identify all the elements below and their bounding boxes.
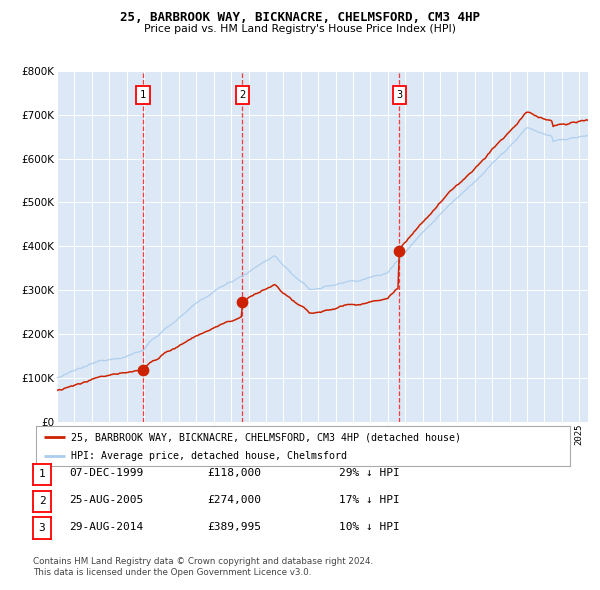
Text: £389,995: £389,995 — [207, 522, 261, 532]
Text: 29% ↓ HPI: 29% ↓ HPI — [339, 468, 400, 478]
Text: 10% ↓ HPI: 10% ↓ HPI — [339, 522, 400, 532]
Text: 3: 3 — [396, 90, 403, 100]
Text: 07-DEC-1999: 07-DEC-1999 — [69, 468, 143, 478]
Point — [394, 246, 404, 255]
Text: 2: 2 — [239, 90, 245, 100]
Text: 25, BARBROOK WAY, BICKNACRE, CHELMSFORD, CM3 4HP: 25, BARBROOK WAY, BICKNACRE, CHELMSFORD,… — [120, 11, 480, 24]
Text: This data is licensed under the Open Government Licence v3.0.: This data is licensed under the Open Gov… — [33, 568, 311, 577]
Text: 1: 1 — [140, 90, 146, 100]
Text: 2: 2 — [38, 497, 46, 506]
Text: HPI: Average price, detached house, Chelmsford: HPI: Average price, detached house, Chel… — [71, 451, 347, 461]
Text: 25-AUG-2005: 25-AUG-2005 — [69, 496, 143, 505]
Point — [138, 365, 148, 375]
Text: 29-AUG-2014: 29-AUG-2014 — [69, 522, 143, 532]
Point — [238, 297, 247, 306]
Text: £118,000: £118,000 — [207, 468, 261, 478]
Text: 25, BARBROOK WAY, BICKNACRE, CHELMSFORD, CM3 4HP (detached house): 25, BARBROOK WAY, BICKNACRE, CHELMSFORD,… — [71, 432, 461, 442]
Text: 1: 1 — [38, 470, 46, 479]
Text: Price paid vs. HM Land Registry's House Price Index (HPI): Price paid vs. HM Land Registry's House … — [144, 24, 456, 34]
Text: Contains HM Land Registry data © Crown copyright and database right 2024.: Contains HM Land Registry data © Crown c… — [33, 558, 373, 566]
Text: 3: 3 — [38, 523, 46, 533]
Text: £274,000: £274,000 — [207, 496, 261, 505]
Text: 17% ↓ HPI: 17% ↓ HPI — [339, 496, 400, 505]
